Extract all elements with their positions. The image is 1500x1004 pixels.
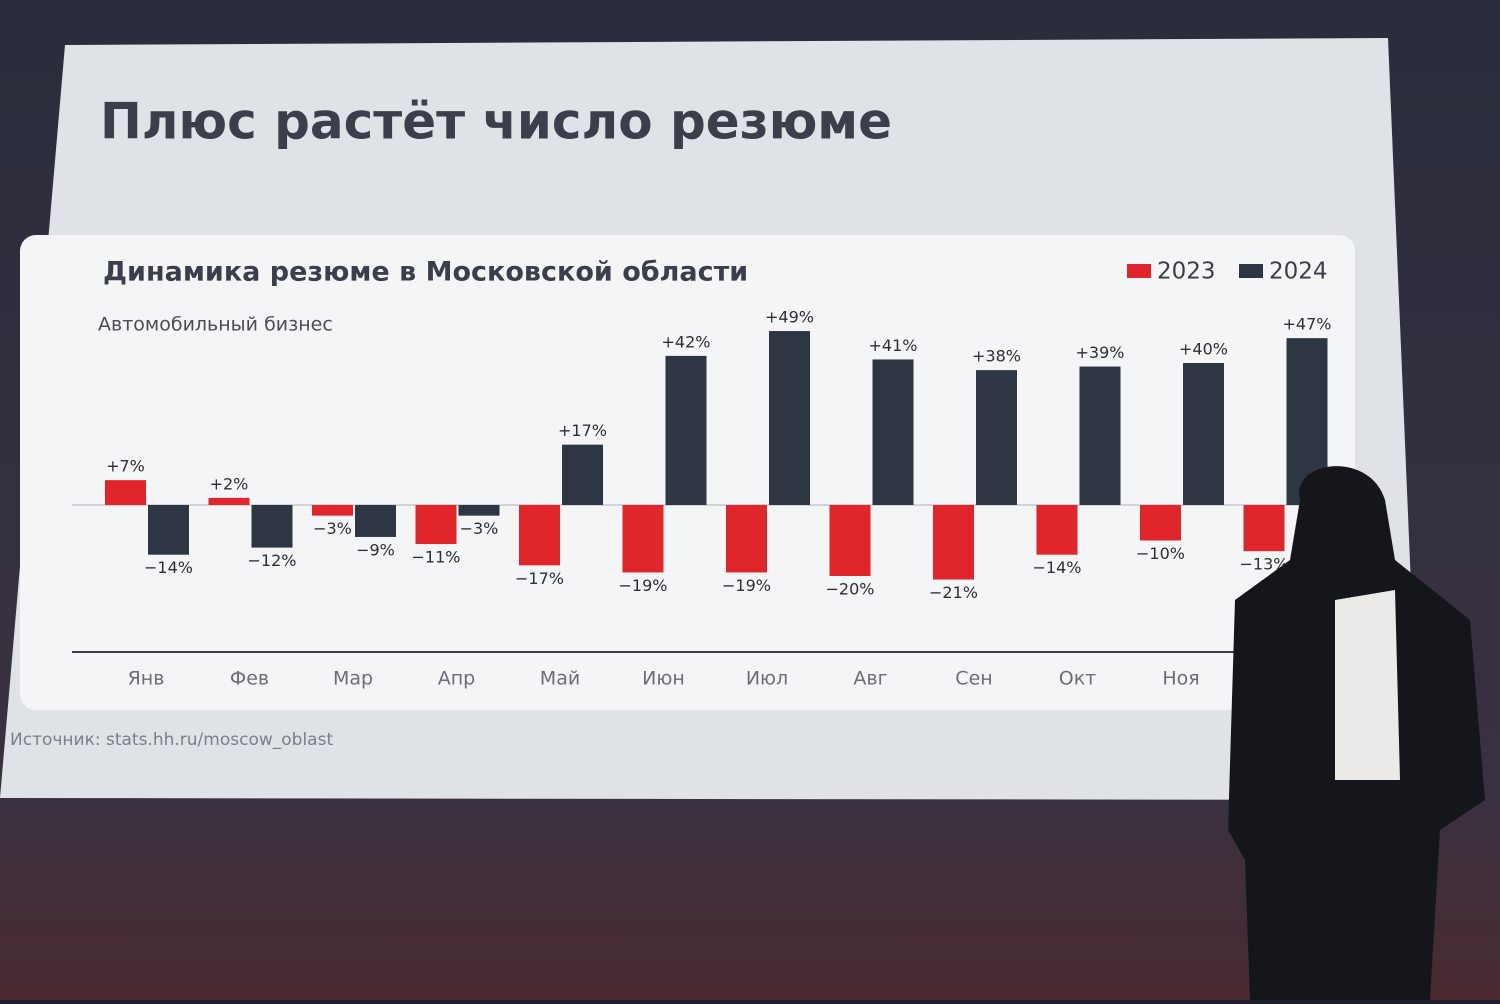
source: Источник: stats.hh.ru/moscow_oblast <box>10 730 333 750</box>
bar <box>1243 505 1285 552</box>
legend-swatch <box>1239 264 1263 278</box>
legend-label: 2024 <box>1269 259 1328 285</box>
bar <box>415 505 457 545</box>
bar <box>1183 363 1224 505</box>
value-label: −13% <box>1240 555 1289 574</box>
speaker-shirt <box>1335 590 1400 780</box>
value-label: −9% <box>356 540 395 559</box>
value-label: −12% <box>248 551 297 570</box>
value-label: −10% <box>1136 544 1185 563</box>
bar <box>933 505 974 580</box>
value-label: +7% <box>106 457 145 476</box>
bar <box>1140 505 1181 541</box>
value-label: +41% <box>869 336 918 355</box>
bar <box>355 505 396 537</box>
plot: 2023 2024Янв+7%−14%Фев+2%−12%Мар−3%−9%Апр… <box>72 259 1340 690</box>
value-label: −17% <box>515 569 564 588</box>
slide-title: Плюс растёт число резюме <box>100 93 892 151</box>
value-label: −11% <box>412 548 461 567</box>
x-tick-label: Ноя <box>1162 668 1199 690</box>
value-label: +42% <box>662 332 711 351</box>
x-tick-label: Фев <box>230 668 269 690</box>
value-label: +39% <box>1076 343 1125 362</box>
x-tick-label: Авг <box>853 668 887 690</box>
bar <box>519 505 560 566</box>
bar <box>148 505 189 555</box>
value-label: −19% <box>722 576 771 595</box>
bar <box>208 497 250 505</box>
value-label: −19% <box>619 576 668 595</box>
legend-label: 2023 <box>1157 259 1216 285</box>
x-tick-label: Янв <box>128 668 165 690</box>
value-label: +38% <box>972 347 1021 366</box>
x-tick-label: Май <box>540 668 580 690</box>
legend-swatch <box>1127 264 1151 278</box>
x-tick-label: Сен <box>955 668 992 690</box>
bar <box>1079 366 1121 505</box>
bar <box>726 505 767 573</box>
chart-subtitle: Автомобильный бизнес <box>98 314 333 336</box>
bar <box>665 355 707 505</box>
value-label: −21% <box>929 583 978 602</box>
bar <box>622 505 664 573</box>
bar <box>105 480 146 505</box>
value-label: +17% <box>558 421 607 440</box>
bar <box>976 370 1017 505</box>
chart-title: Динамика резюме в Московской области <box>103 257 748 288</box>
value-label: −14% <box>144 558 193 577</box>
x-tick-label: Апр <box>438 668 475 690</box>
x-tick-label: Июл <box>746 668 788 690</box>
bar <box>829 505 871 576</box>
value-label: +40% <box>1179 340 1228 359</box>
value-label: −14% <box>1033 558 1082 577</box>
value-label: +47% <box>1283 315 1332 334</box>
x-tick-label: Окт <box>1059 668 1097 690</box>
bar <box>312 505 353 516</box>
bar <box>872 359 914 505</box>
bar <box>769 331 810 505</box>
value-label: +49% <box>765 308 814 327</box>
bar <box>458 505 500 516</box>
x-tick-label: Июн <box>642 668 685 690</box>
bar <box>251 505 293 548</box>
value-label: +2% <box>210 474 249 493</box>
bar <box>562 444 603 505</box>
x-tick-label: Мар <box>333 668 373 690</box>
value-label: −3% <box>313 519 352 538</box>
value-label: −3% <box>460 519 499 538</box>
bar <box>1036 505 1078 555</box>
value-label: −20% <box>826 580 875 599</box>
